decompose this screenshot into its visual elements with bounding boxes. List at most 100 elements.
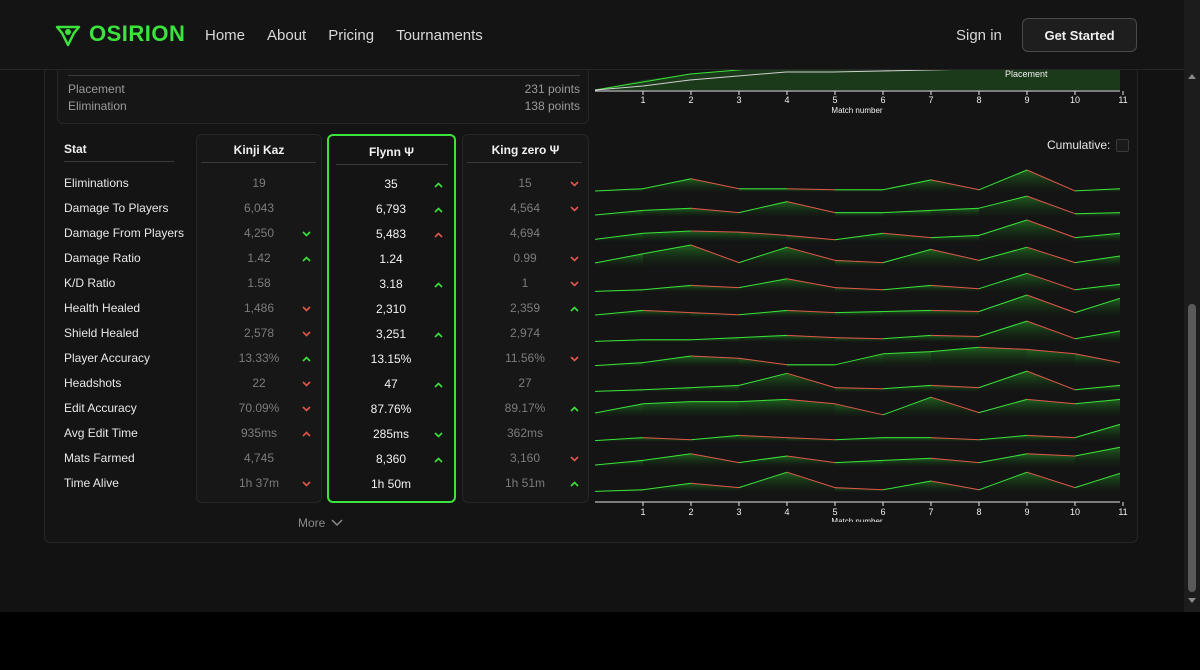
stat-value: 1.58 [247,276,271,290]
series-line [930,346,980,353]
scroll-down-arrow-icon[interactable] [1188,598,1196,603]
scroll-up-arrow-icon[interactable] [1188,74,1196,79]
stat-label: Health Healed [64,301,141,315]
series-area [835,437,883,442]
nav-pricing[interactable]: Pricing [328,27,375,44]
series-line [594,339,644,342]
x-tick-label: 9 [1024,95,1029,105]
player-name[interactable]: Flynn Ψ [368,145,415,159]
scroll-thumb[interactable] [1188,304,1196,592]
series-area [691,285,739,292]
stat-value: 2,974 [509,326,541,340]
series-area [979,472,1027,492]
x-tick-label: 3 [736,507,741,517]
series-line [834,387,884,390]
stat-value: 1h 37m [238,476,280,490]
sign-in-link[interactable]: Sign in [956,27,1002,44]
page-scrollbar[interactable] [1184,0,1200,612]
series-line [786,455,836,464]
stat-value: 47 [384,377,398,391]
series-line [1074,330,1121,340]
get-started-button[interactable]: Get Started [1022,18,1137,52]
series-area [883,310,931,317]
series-area [1027,220,1075,242]
series-area [883,285,931,292]
series-area [739,335,787,342]
series-line [978,219,1028,236]
player-column-flynn[interactable] [327,134,456,503]
more-button[interactable]: More [298,516,343,530]
stat-value: 4,564 [509,201,541,215]
series-area [1027,349,1075,367]
series-line [882,334,932,340]
series-area [1075,385,1120,392]
x-tick-label: 5 [832,95,837,105]
series-area [787,188,835,192]
series-line [930,284,980,290]
brand-logo[interactable]: OSIRION [55,21,185,47]
stat-value: 1 [521,276,529,290]
stat-value: 27 [518,376,532,390]
series-line [834,459,884,464]
stat-header: Stat [64,142,174,162]
chevron-down-icon [570,256,579,262]
series-line [1074,472,1121,489]
bottom-bar [0,612,1200,670]
series-line [930,179,980,191]
player-column-kinji-kaz[interactable] [196,134,322,503]
series-area [787,335,835,342]
series-line [930,309,980,312]
series-line [738,201,788,214]
chevron-up-icon [302,356,311,362]
series-area [835,460,883,467]
series-line [642,355,692,364]
series-area [787,373,835,392]
top-nav: OSIRION Home About Pricing Tournaments S… [0,0,1184,70]
stat-value: 0.99 [513,251,537,265]
x-tick-label: 7 [928,507,933,517]
series-line [1026,294,1076,314]
series-line [594,459,644,466]
player-name[interactable]: King zero Ψ [491,143,560,157]
player-column-king-zero[interactable] [462,134,589,503]
player-name[interactable]: Kinji Kaz [233,143,285,157]
series-line [738,455,788,464]
series-area [883,233,931,242]
series-line [738,357,788,366]
series-line [594,209,644,216]
series-line [690,434,740,441]
series-line [882,396,932,416]
series-area [595,233,643,242]
nav-tournaments[interactable]: Tournaments [396,27,483,44]
cumulative-checkbox[interactable] [1116,138,1130,152]
series-area [931,310,979,317]
x-tick-label: 4 [784,95,789,105]
series-line [882,284,932,291]
cumulative-toggle[interactable]: Cumulative: [1047,138,1130,152]
chevron-up-icon [302,431,311,437]
x-tick-label: 4 [784,507,789,517]
series-area [931,335,979,342]
nav-about[interactable]: About [267,27,307,44]
series-line [930,207,980,211]
chevron-up-icon [570,481,579,487]
stat-value: 1,486 [243,301,275,315]
series-area [739,435,787,442]
series-area [835,353,883,367]
series-line [1074,353,1121,364]
series-line [930,480,980,491]
chevron-down-icon [302,481,311,487]
series-line [690,355,740,359]
nav-home[interactable]: Home [205,27,246,44]
chevron-up-icon [434,457,443,463]
summary-value: 231 points [524,82,580,96]
x-tick-label: 3 [736,95,741,105]
series-line [978,453,1028,464]
series-area [883,210,931,217]
series-line [978,272,1028,290]
series-line [642,401,692,405]
series-area [691,435,739,442]
series-area [1027,399,1075,417]
score-summary: Placement 231 points Elimination 138 poi… [57,60,589,124]
series-line [594,362,644,367]
